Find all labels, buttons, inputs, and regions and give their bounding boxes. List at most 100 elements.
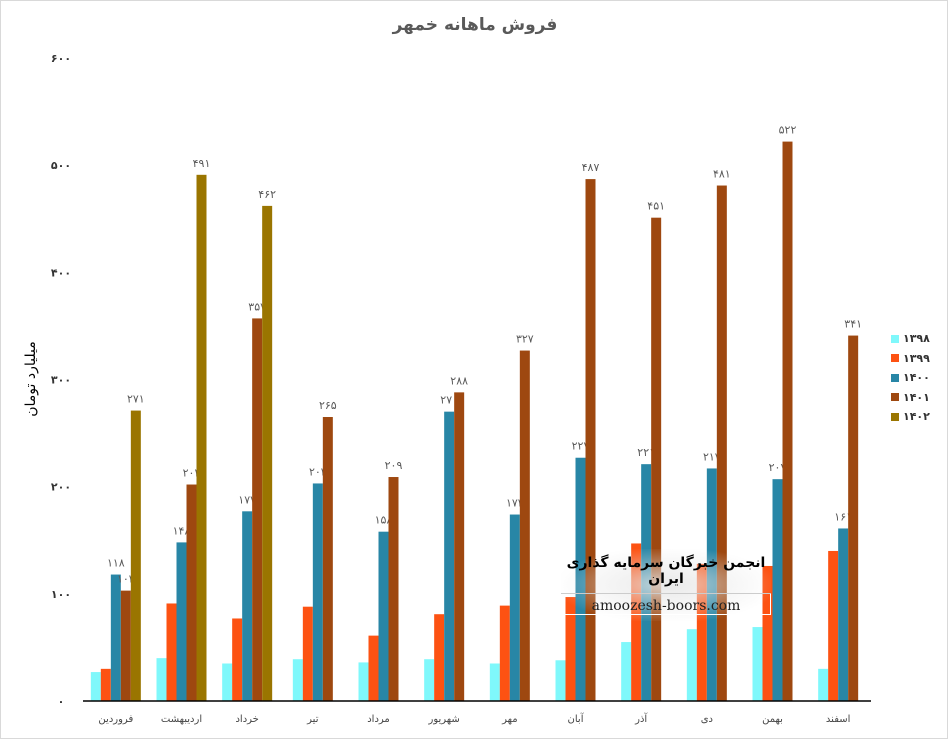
legend-item: ۱۳۹۸ xyxy=(891,329,930,349)
data-label: ۴۸۷ xyxy=(582,161,600,174)
bar xyxy=(302,606,313,701)
data-label: ۴۹۱ xyxy=(193,157,211,170)
chart-title: فروش ماهانه خمهر xyxy=(392,15,558,35)
x-tick-label: اسفند xyxy=(826,714,850,725)
bar xyxy=(762,565,773,701)
legend-label: ۱۳۹۹ xyxy=(903,351,930,365)
x-tick-label: تیر xyxy=(306,714,319,725)
bar xyxy=(782,141,793,702)
data-label: ۲۸۸ xyxy=(450,374,468,387)
y-tick-label: ۶۰۰ xyxy=(51,52,71,65)
bar xyxy=(651,217,662,701)
data-label: ۱۱۸ xyxy=(107,557,125,570)
bar xyxy=(368,635,379,701)
legend-item: ۱۴۰۱ xyxy=(891,388,930,408)
data-label: ۱۶۱ xyxy=(834,510,852,523)
x-tick-label: خرداد xyxy=(235,714,258,725)
data-label: ۴۶۲ xyxy=(258,188,276,201)
bar xyxy=(565,597,576,701)
bar xyxy=(222,663,233,701)
data-label: ۱۰۳ xyxy=(117,573,135,586)
bar xyxy=(818,668,829,701)
data-label: ۲۷۰ xyxy=(440,394,458,407)
bar xyxy=(848,335,859,701)
bar xyxy=(631,543,642,701)
bar xyxy=(186,484,197,701)
bar xyxy=(100,668,111,701)
x-tick-label: اردیبهشت xyxy=(161,714,202,725)
legend-item: ۱۴۰۰ xyxy=(891,368,930,388)
x-tick-label: آذر xyxy=(634,712,648,725)
bar xyxy=(489,663,500,701)
bar xyxy=(509,514,520,701)
data-label: ۱۷۴ xyxy=(506,497,524,510)
data-label: ۱۷۷ xyxy=(238,493,256,506)
data-label: ۳۵۷ xyxy=(248,300,266,313)
bar xyxy=(312,483,323,701)
x-tick-label: فروردین xyxy=(98,714,133,725)
bar xyxy=(110,574,121,701)
y-tick-label: ۴۰۰ xyxy=(51,266,71,279)
y-tick-label: ۵۰۰ xyxy=(51,159,71,172)
bar xyxy=(358,662,369,701)
bar xyxy=(242,511,253,701)
data-label: ۲۲۱ xyxy=(637,446,655,459)
x-tick-label: آبان xyxy=(568,712,585,725)
data-label: ۵۲۲ xyxy=(779,124,797,137)
bar xyxy=(752,627,763,701)
bar xyxy=(196,174,207,702)
x-tick-label: دی xyxy=(701,714,713,725)
legend-swatch xyxy=(891,412,899,421)
data-label: ۳۲۷ xyxy=(516,333,534,346)
y-tick-label: ۳۰۰ xyxy=(51,374,71,387)
x-tick-label: مهر xyxy=(501,714,517,725)
bar xyxy=(378,531,389,701)
legend-swatch xyxy=(891,354,899,363)
bar xyxy=(322,417,333,701)
y-tick-label: ۰ xyxy=(58,695,65,708)
data-label: ۳۴۱ xyxy=(844,318,862,331)
legend-label: ۱۳۹۸ xyxy=(903,332,930,346)
legend-swatch xyxy=(891,373,899,382)
bar xyxy=(454,392,465,701)
x-tick-label: شهریور xyxy=(428,714,460,725)
data-label: ۲۱۷ xyxy=(703,450,721,463)
bar xyxy=(828,550,839,701)
legend-item: ۱۳۹۹ xyxy=(891,349,930,369)
bar xyxy=(686,629,697,701)
x-tick-label: مرداد xyxy=(367,714,390,725)
data-label: ۲۷۱ xyxy=(127,393,145,406)
bar xyxy=(262,205,273,701)
legend-swatch xyxy=(891,334,899,343)
bar xyxy=(166,603,177,701)
bar xyxy=(232,618,243,701)
legend: ۱۳۹۸ ۱۳۹۹ ۱۴۰۰ ۱۴۰۱ ۱۴۰۲ xyxy=(891,329,930,427)
x-tick-label: بهمن xyxy=(762,714,783,725)
bar xyxy=(555,660,566,701)
data-label: ۴۸۱ xyxy=(713,168,731,181)
bar xyxy=(130,410,141,701)
bar xyxy=(499,605,510,701)
bar xyxy=(90,672,101,701)
bar xyxy=(696,563,707,701)
data-label: ۲۰۳ xyxy=(309,465,327,478)
watermark-url: amoozesh-boors.com xyxy=(561,594,771,615)
bar xyxy=(434,614,445,701)
bar xyxy=(156,658,167,701)
bar xyxy=(772,479,783,701)
bar xyxy=(252,318,263,701)
watermark: انجمن خبرگان سرمایه گذاری ایران amoozesh… xyxy=(561,549,771,621)
bar xyxy=(424,659,435,701)
bar xyxy=(444,411,455,701)
bar xyxy=(292,659,303,701)
bar xyxy=(621,642,632,701)
bar xyxy=(388,477,399,701)
legend-swatch xyxy=(891,393,899,402)
bar xyxy=(120,590,131,701)
data-label: ۲۰۹ xyxy=(385,459,403,472)
data-label: ۲۰۲ xyxy=(183,467,201,480)
data-label: ۱۴۸ xyxy=(173,524,191,537)
data-label: ۲۶۵ xyxy=(319,399,337,412)
